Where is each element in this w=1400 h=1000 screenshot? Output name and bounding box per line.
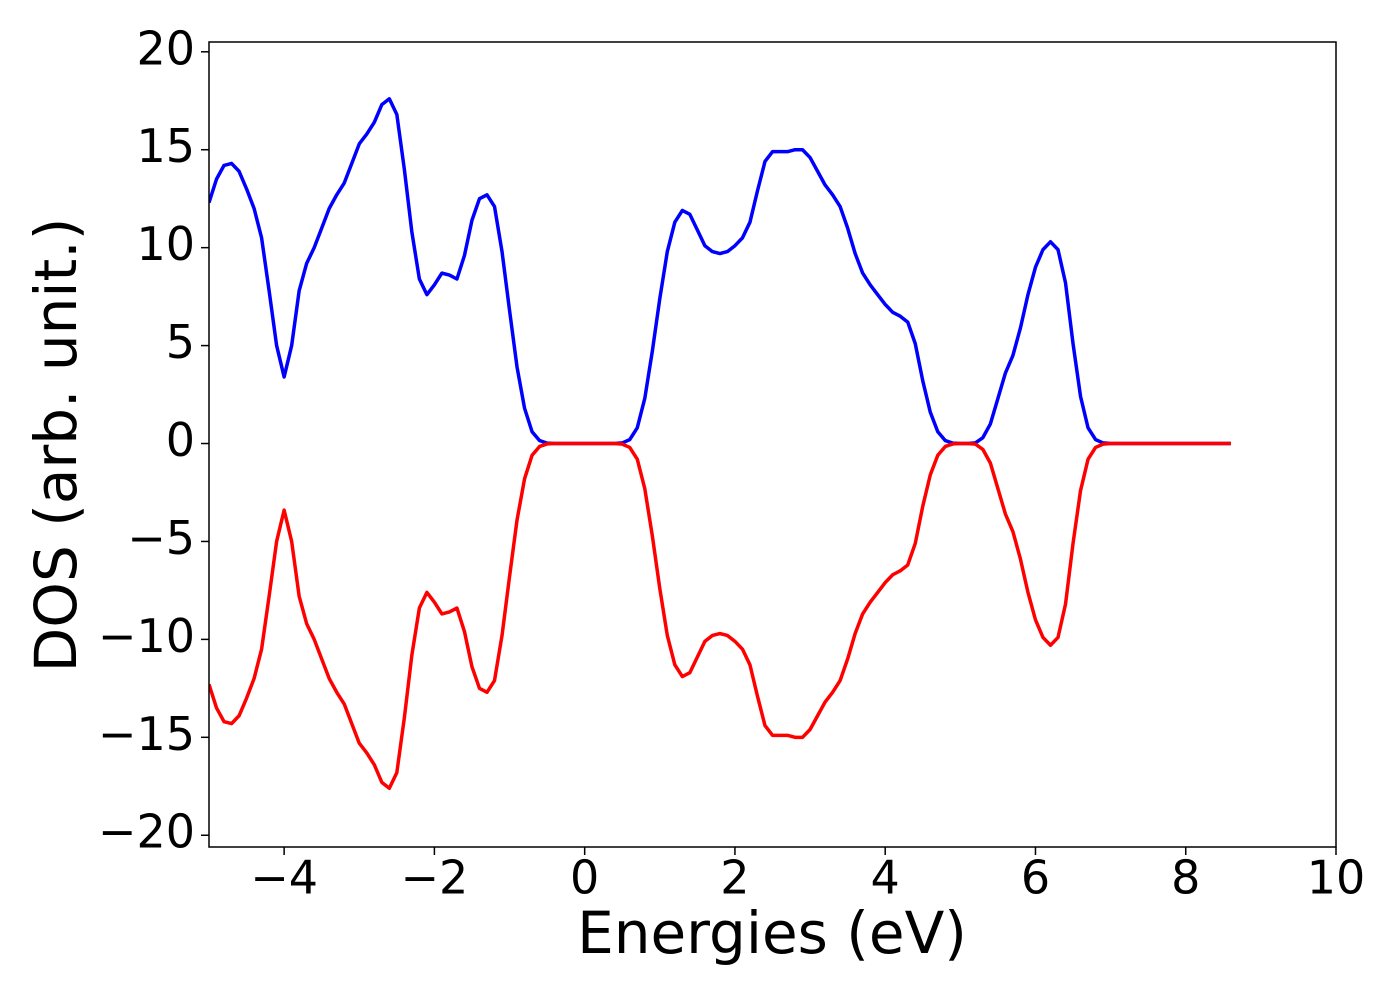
- y-axis-label: DOS (arb. unit.): [22, 218, 90, 673]
- y-tick-label: 10: [136, 217, 195, 271]
- y-tick-label: −20: [98, 805, 195, 859]
- x-tick-label: 10: [1307, 851, 1366, 905]
- y-tick-label: 0: [166, 413, 195, 467]
- series-line: [209, 97, 1231, 446]
- x-tick-label: 0: [570, 851, 599, 905]
- x-tick-label: −4: [250, 851, 318, 905]
- x-tick-label: 4: [871, 851, 900, 905]
- plot-frame: [208, 41, 1337, 848]
- y-tick-label: 15: [136, 119, 195, 173]
- y-tick-label: −10: [98, 609, 195, 663]
- x-tick-label: 8: [1171, 851, 1200, 905]
- series-line: [209, 441, 1231, 790]
- y-tick-label: −15: [98, 707, 195, 761]
- y-tick-label: −5: [127, 511, 195, 565]
- x-tick-label: −2: [400, 851, 468, 905]
- x-axis-label: Energies (eV): [577, 899, 967, 967]
- x-tick-label: 2: [720, 851, 749, 905]
- y-tick-label: 20: [136, 21, 195, 75]
- y-tick-label: 5: [166, 315, 195, 369]
- x-tick-label: 6: [1021, 851, 1050, 905]
